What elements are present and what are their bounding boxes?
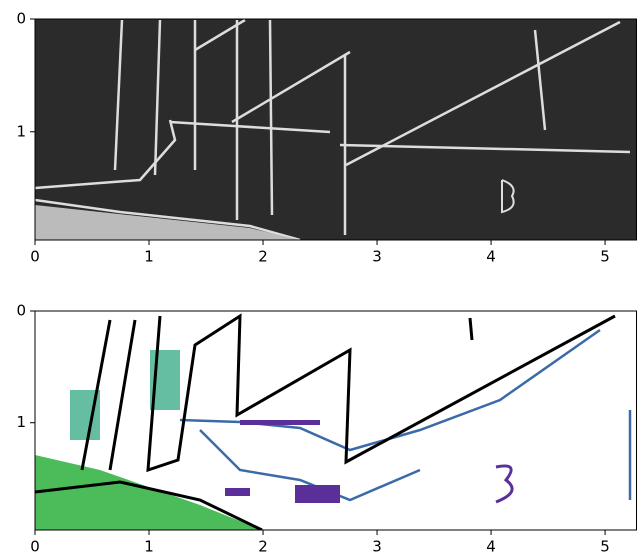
x-tick-label: 4 [486, 538, 496, 556]
contour-image [35, 311, 637, 530]
y-tick-label: 1 [16, 122, 26, 140]
x-tick-label: 1 [144, 248, 154, 266]
x-tick-label: 0 [30, 538, 40, 556]
y-tick-label: 0 [16, 10, 26, 28]
x-tick-label: 2 [258, 248, 268, 266]
x-tick-label: 3 [372, 538, 382, 556]
x-tick-label: 5 [600, 248, 610, 266]
x-tick-label: 3 [372, 248, 382, 266]
y-tick-label: 0 [16, 302, 26, 320]
figure: 0 1 2 3 4 5 0 1 0 1 2 3 4 5 0 1 [0, 0, 637, 560]
y-tick-label: 1 [16, 413, 26, 431]
x-tick-label: 1 [144, 538, 154, 556]
x-tick-label: 2 [258, 538, 268, 556]
x-tick-label: 5 [600, 538, 610, 556]
x-tick-label: 4 [486, 248, 496, 266]
photo-image [35, 19, 637, 240]
x-tick-label: 0 [30, 248, 40, 266]
